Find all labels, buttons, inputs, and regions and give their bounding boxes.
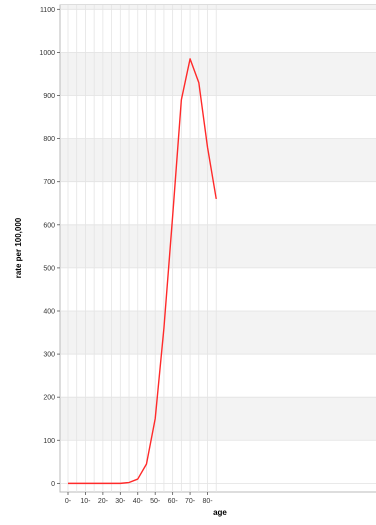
series-lines <box>68 58 217 485</box>
x-tick-label: 20- <box>98 498 109 505</box>
x-tick-label: 0- <box>65 498 72 505</box>
y-axis-title: rate per 100,000 <box>14 217 23 278</box>
x-tick-label: 80- <box>202 498 213 505</box>
y-tick-label: 1100 <box>40 7 55 14</box>
y-tick-label: 1000 <box>39 50 55 57</box>
y-tick-label: 0 <box>51 481 55 488</box>
x-tick-label: 60- <box>168 498 179 505</box>
x-tick-label: 50- <box>150 498 161 505</box>
x-tick-label: 70- <box>185 498 196 505</box>
y-axis-ticks: 0 100 200 300 400 500 600 700 800 900 1000 1100 <box>39 7 60 488</box>
plot-band <box>60 5 376 10</box>
plot-band <box>60 397 376 441</box>
y-tick-label: 400 <box>43 308 55 315</box>
y-tick-label: 300 <box>43 352 55 359</box>
horizontal-gridlines <box>60 8 376 484</box>
y-tick-label: 500 <box>43 265 55 272</box>
y-tick-label: 200 <box>43 395 55 402</box>
plot-band <box>60 52 376 96</box>
plot-band <box>60 138 376 182</box>
series-line <box>68 58 217 485</box>
x-tick-label: 40- <box>133 498 144 505</box>
y-tick-label: 600 <box>43 222 55 229</box>
y-tick-label: 800 <box>43 136 55 143</box>
x-tick-label: 30- <box>115 498 126 505</box>
vertical-gridlines <box>67 5 217 492</box>
plot-bands <box>60 5 376 441</box>
y-tick-label: 100 <box>43 438 55 445</box>
x-axis-title: age <box>213 508 227 517</box>
x-axis-ticks: 0- 10- 20- 30- 40- 50- 60- 70- 80- <box>65 492 213 505</box>
plot-band <box>60 310 376 355</box>
y-tick-label: 900 <box>43 93 55 100</box>
plot-band <box>60 224 376 268</box>
y-tick-label: 700 <box>43 179 55 186</box>
x-tick-label: 10- <box>80 498 91 505</box>
